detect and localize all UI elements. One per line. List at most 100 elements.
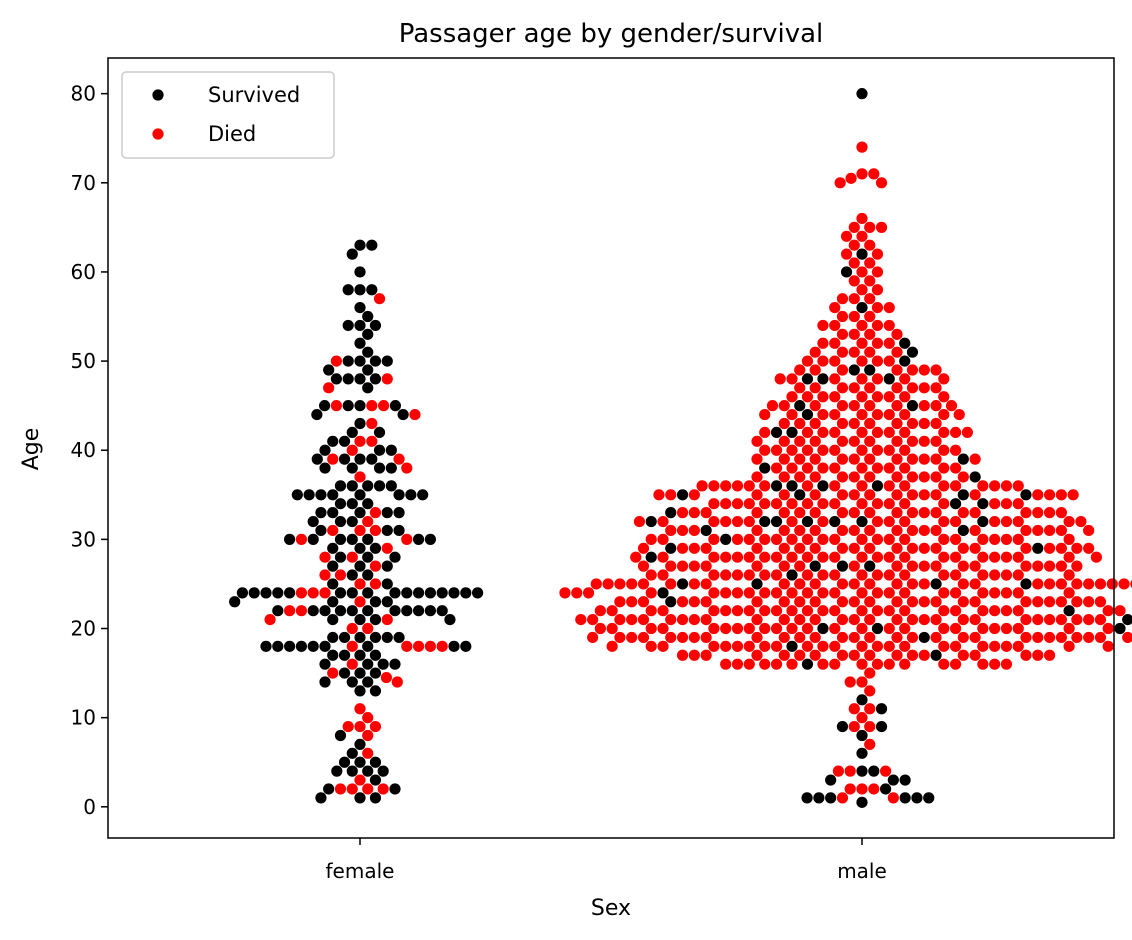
point-male-died [676,614,689,626]
point-male-survived [817,622,829,635]
point-male-died [708,587,720,599]
point-male-survived [930,578,942,590]
point-male-died [829,337,841,349]
point-male-died [848,221,860,233]
point-male-died [645,533,657,545]
point-male-died [602,578,614,590]
point-male-died [930,453,942,465]
point-male-died [969,560,981,572]
point-male-died [899,373,911,385]
point-female-survived [319,640,331,652]
point-male-died [770,444,783,456]
point-female-survived [354,489,366,501]
point-female-survived [272,605,284,617]
point-female-died [330,355,342,367]
point-male-survived [957,489,969,501]
point-male-died [794,542,806,554]
point-male-died [868,168,880,180]
point-male-died [864,471,876,483]
point-female-survived [381,524,393,537]
point-male-died [949,462,962,474]
point-female-survived [354,649,366,661]
point-male-died [891,489,903,501]
point-female-survived [381,578,393,590]
point-male-died [918,417,930,430]
point-female-died [369,560,382,572]
point-male-survived [1114,622,1126,635]
point-female-survived [354,738,366,751]
point-male-died [759,533,771,545]
y-tick-label: 50 [71,349,96,373]
point-male-died [778,614,790,626]
point-male-died [864,417,876,430]
point-female-died [369,578,382,590]
point-female-survived [342,400,354,412]
point-male-died [770,640,783,652]
point-female-survived [362,765,374,777]
point-male-died [778,649,790,661]
point-male-died [759,551,771,563]
point-male-died [770,622,783,635]
point-male-died [665,614,677,626]
point-male-survived [977,498,989,510]
point-female-survived [354,355,366,367]
point-male-died [614,596,626,608]
point-male-survived [801,658,814,670]
point-male-survived [813,792,825,804]
point-female-survived [436,605,448,617]
point-male-died [957,631,969,644]
point-female-survived [342,284,354,296]
point-male-died [751,560,763,572]
point-male-died [829,373,841,385]
point-male-died [829,533,841,545]
point-male-died [829,355,841,367]
point-male-died [688,507,700,519]
point-male-survived [825,774,837,786]
point-male-died [809,400,821,412]
point-male-died [856,444,868,456]
point-male-died [848,328,860,340]
point-male-died [1055,524,1067,537]
point-male-died [743,533,755,545]
point-male-died [786,622,798,635]
legend-marker-survived [152,89,164,101]
point-male-died [743,480,755,492]
point-male-survived [751,578,763,590]
point-male-died [871,355,884,367]
point-male-died [836,578,849,590]
point-male-died [906,435,919,447]
point-female-survived [362,364,374,376]
point-female-survived [362,658,374,670]
point-male-died [700,631,712,644]
point-female-died [354,578,366,590]
point-male-died [848,310,860,323]
point-male-died [1020,560,1032,572]
point-male-survived [665,596,677,608]
point-male-survived [899,337,911,349]
point-male-survived [848,364,860,376]
point-male-died [759,605,771,617]
point-male-died [864,400,876,412]
point-female-survived [354,756,366,768]
point-male-died [836,649,849,661]
point-male-died [848,614,860,626]
point-female-survived [405,489,417,501]
point-male-died [899,515,911,528]
point-male-died [829,640,841,652]
point-female-survived [385,462,397,474]
point-male-died [836,792,849,804]
point-male-died [864,275,876,287]
point-male-died [969,631,981,644]
point-male-died [883,533,895,545]
point-male-died [751,489,763,501]
point-male-died [759,640,771,652]
point-female-survived [327,489,339,501]
point-female-died [393,453,405,465]
point-male-died [848,631,860,644]
legend-box [121,71,335,159]
point-female-survived [460,640,472,652]
point-female-survived [346,480,358,492]
point-male-died [817,426,829,438]
point-female-died [264,614,276,626]
point-male-died [559,587,571,599]
